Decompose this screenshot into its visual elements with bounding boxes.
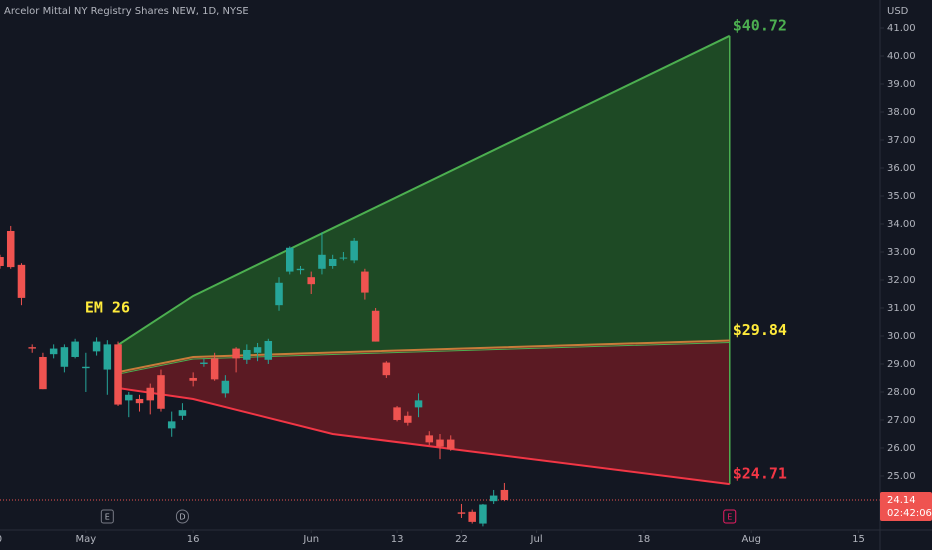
y-tick-label: 34.00 bbox=[887, 219, 916, 230]
candle-body bbox=[221, 380, 230, 394]
last-price-box bbox=[880, 492, 932, 522]
event-marker bbox=[100, 509, 114, 524]
candle-body bbox=[361, 271, 369, 293]
x-tick-label: 30 bbox=[0, 534, 2, 545]
y-tick-label: 32.00 bbox=[887, 275, 916, 286]
candle-body bbox=[307, 277, 315, 285]
candle-body bbox=[135, 398, 144, 404]
cone-lower-fill bbox=[118, 340, 730, 485]
event-marker bbox=[175, 509, 189, 524]
candle-body bbox=[500, 489, 509, 501]
candle-body bbox=[71, 341, 79, 357]
y-unit: USD bbox=[887, 6, 909, 17]
x-tick-label: May bbox=[76, 534, 97, 545]
cone-line bbox=[117, 387, 730, 486]
x-tick-label: Jun bbox=[302, 534, 319, 545]
x-tick-label: Aug bbox=[741, 534, 761, 545]
candle-body bbox=[157, 375, 165, 409]
countdown-label: 02:42:06 bbox=[887, 508, 932, 519]
candle-body bbox=[60, 347, 69, 367]
y-tick-label: 38.00 bbox=[887, 107, 916, 118]
candle-body bbox=[146, 387, 154, 401]
candle-body bbox=[404, 415, 412, 423]
candle-body bbox=[286, 247, 294, 272]
cone-end-label: $29.84 bbox=[733, 321, 787, 339]
y-tick-label: 27.00 bbox=[887, 415, 916, 426]
candle-body bbox=[382, 362, 391, 376]
x-tick-label: 18 bbox=[638, 534, 651, 545]
candle-body bbox=[479, 504, 487, 524]
x-tick-label: 22 bbox=[455, 534, 468, 545]
plot bbox=[0, 34, 880, 527]
event-label: D bbox=[179, 513, 185, 522]
candle-body bbox=[339, 257, 348, 259]
last-price-label: 24.14 bbox=[887, 495, 916, 506]
candle-body bbox=[393, 407, 401, 420]
cone-end-label: $40.72 bbox=[733, 16, 787, 34]
x-tick-label: Jul bbox=[530, 534, 543, 545]
candle-body bbox=[371, 310, 380, 342]
candle-body bbox=[296, 268, 305, 271]
event-label: E bbox=[727, 513, 732, 522]
candle-body bbox=[253, 347, 262, 353]
chart-title: Arcelor Mittal NY Registry Shares NEW, 1… bbox=[4, 6, 249, 17]
candle-body bbox=[328, 258, 337, 266]
candle-body bbox=[425, 435, 434, 443]
candle-body bbox=[49, 348, 58, 355]
candle-body bbox=[28, 347, 36, 349]
y-tick-label: 40.00 bbox=[887, 51, 916, 62]
candle-body bbox=[167, 421, 176, 429]
event-label: E bbox=[105, 513, 110, 522]
candle-body bbox=[468, 511, 476, 522]
candle-body bbox=[103, 344, 112, 370]
y-tick-label: 30.00 bbox=[887, 331, 916, 342]
candle-body bbox=[318, 254, 326, 269]
cone-upper-fill bbox=[118, 35, 730, 373]
candle-body bbox=[6, 230, 15, 268]
x-tick-label: 16 bbox=[187, 534, 200, 545]
candle-body bbox=[200, 362, 208, 364]
candle-body bbox=[92, 341, 101, 352]
y-tick-label: 41.00 bbox=[887, 23, 916, 34]
candle-body bbox=[114, 344, 122, 405]
y-tick-label: 36.00 bbox=[887, 163, 916, 174]
candle-body bbox=[178, 410, 187, 416]
y-tick-label: 28.00 bbox=[887, 387, 916, 398]
x-tick-label: 15 bbox=[852, 534, 865, 545]
y-tick-label: 31.00 bbox=[887, 303, 916, 314]
candle-body bbox=[232, 348, 240, 359]
candle-body bbox=[350, 240, 358, 261]
cone-end-label: $24.71 bbox=[733, 465, 787, 483]
candle-body bbox=[457, 512, 466, 514]
candle-body bbox=[264, 341, 273, 360]
cone-line bbox=[117, 339, 730, 374]
annotation: EM 26 bbox=[85, 298, 130, 316]
event-marker bbox=[723, 509, 737, 524]
y-tick-label: 26.00 bbox=[887, 443, 916, 454]
y-tick-label: 29.00 bbox=[887, 359, 916, 370]
candle-body bbox=[210, 358, 219, 380]
candle-body bbox=[82, 366, 90, 369]
candle-body bbox=[275, 282, 283, 306]
candle-body bbox=[189, 377, 197, 381]
cone-mid-overlay bbox=[117, 341, 730, 375]
candle-body bbox=[446, 439, 455, 450]
candle-body bbox=[0, 257, 4, 266]
y-tick-label: 37.00 bbox=[887, 135, 916, 146]
y-tick-label: 35.00 bbox=[887, 191, 916, 202]
candle-body bbox=[489, 495, 498, 502]
candle-body bbox=[17, 264, 26, 298]
candle-body bbox=[414, 400, 423, 408]
candle-body bbox=[436, 439, 444, 447]
candle-body bbox=[39, 356, 47, 390]
y-tick-label: 39.00 bbox=[887, 79, 916, 90]
candle-body bbox=[125, 394, 133, 401]
cone-line bbox=[117, 34, 731, 346]
candle-body bbox=[243, 349, 251, 360]
x-tick-label: 13 bbox=[391, 534, 404, 545]
y-tick-label: 25.00 bbox=[887, 471, 916, 482]
y-tick-label: 33.00 bbox=[887, 247, 916, 258]
